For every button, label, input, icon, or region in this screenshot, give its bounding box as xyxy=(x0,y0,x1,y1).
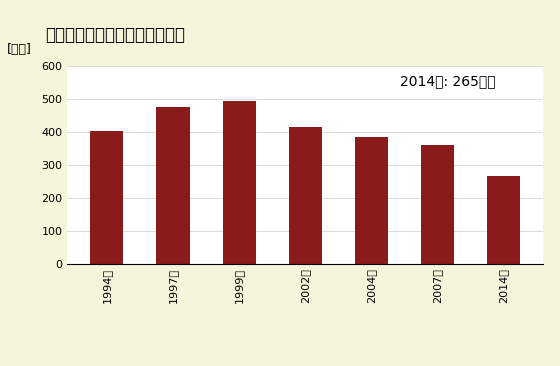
Bar xyxy=(421,145,454,264)
Bar xyxy=(487,176,520,264)
Y-axis label: [億円]: [億円] xyxy=(7,43,32,56)
Bar xyxy=(222,101,255,264)
Bar xyxy=(156,107,189,264)
Bar xyxy=(90,131,123,264)
Text: 小売業の年間商品販売額の推移: 小売業の年間商品販売額の推移 xyxy=(45,26,185,44)
Bar xyxy=(355,137,388,264)
Bar xyxy=(288,127,322,264)
Text: 2014年: 265億円: 2014年: 265億円 xyxy=(400,75,496,89)
